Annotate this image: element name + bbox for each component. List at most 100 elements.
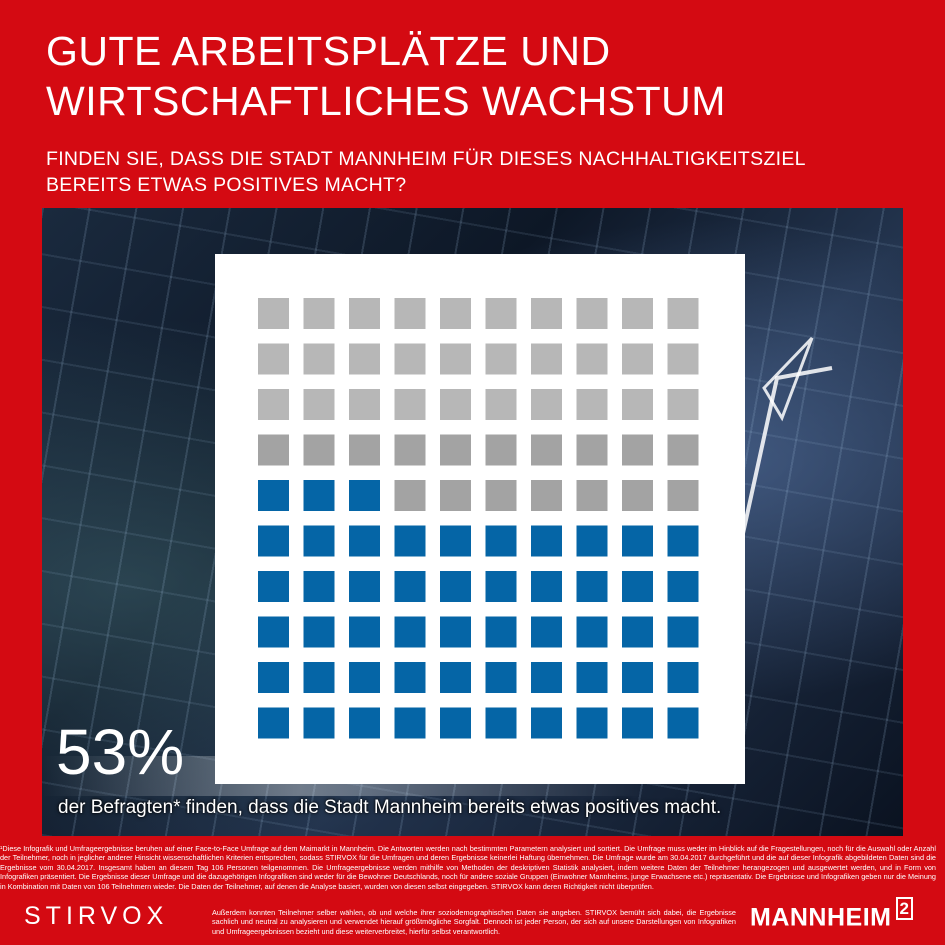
waffle-cell-highlighted — [531, 662, 562, 693]
waffle-chart-svg — [258, 298, 699, 739]
waffle-cell-highlighted — [440, 571, 471, 602]
waffle-cell — [394, 343, 426, 375]
waffle-cell — [531, 389, 562, 420]
waffle-cell — [440, 343, 471, 375]
waffle-cell — [303, 389, 335, 420]
waffle-cell-highlighted — [667, 616, 699, 648]
waffle-cell — [258, 389, 289, 420]
waffle-cell — [394, 389, 426, 420]
waffle-cell-highlighted — [622, 616, 653, 648]
waffle-cell-highlighted — [576, 525, 608, 557]
waffle-cell — [394, 298, 426, 329]
waffle-cell — [394, 434, 426, 466]
waffle-cell-highlighted — [258, 480, 289, 511]
waffle-cell-highlighted — [576, 662, 608, 693]
waffle-cell-highlighted — [440, 707, 471, 739]
trend-arrow-graphic — [740, 336, 833, 539]
waffle-cell — [349, 389, 380, 420]
waffle-cell-highlighted — [485, 571, 517, 602]
waffle-cell — [258, 343, 289, 375]
waffle-cell — [667, 434, 699, 466]
waffle-cell-highlighted — [349, 707, 380, 739]
waffle-cell-highlighted — [349, 480, 380, 511]
waffle-cell — [485, 298, 517, 329]
waffle-cell-highlighted — [440, 525, 471, 557]
waffle-cell-highlighted — [258, 662, 289, 693]
waffle-cell-highlighted — [576, 616, 608, 648]
waffle-cell — [258, 434, 289, 466]
waffle-cell — [349, 298, 380, 329]
waffle-cell-highlighted — [394, 525, 426, 557]
waffle-cell-highlighted — [303, 480, 335, 511]
waffle-cell-highlighted — [394, 616, 426, 648]
waffle-cell — [349, 434, 380, 466]
waffle-cell — [303, 343, 335, 375]
waffle-cell — [531, 480, 562, 511]
disclaimer-text-extra: Außerdem konnten Teilnehmer selber wähle… — [212, 908, 736, 936]
waffle-cell-highlighted — [576, 707, 608, 739]
waffle-cell-highlighted — [303, 616, 335, 648]
waffle-cell-highlighted — [349, 616, 380, 648]
mannheim-logo-text: MANNHEIM — [750, 903, 892, 932]
waffle-cell — [349, 343, 380, 375]
waffle-cell — [531, 298, 562, 329]
waffle-cell — [485, 389, 517, 420]
survey-question: FINDEN SIE, DASS DIE STADT MANNHEIM FÜR … — [46, 146, 906, 198]
result-percent: 53% — [56, 716, 185, 788]
waffle-cell — [440, 434, 471, 466]
waffle-cell-highlighted — [440, 662, 471, 693]
waffle-cell — [258, 298, 289, 329]
waffle-cell-highlighted — [667, 707, 699, 739]
waffle-cell-highlighted — [303, 525, 335, 557]
waffle-cell-highlighted — [440, 616, 471, 648]
waffle-cell-highlighted — [485, 616, 517, 648]
waffle-cell — [485, 434, 517, 466]
waffle-cell-highlighted — [349, 571, 380, 602]
waffle-cell — [303, 434, 335, 466]
waffle-cell-highlighted — [667, 525, 699, 557]
waffle-cell-highlighted — [349, 525, 380, 557]
result-caption: der Befragten* finden, dass die Stadt Ma… — [58, 797, 722, 818]
waffle-cell — [303, 298, 335, 329]
waffle-cell-highlighted — [531, 707, 562, 739]
waffle-cell — [485, 480, 517, 511]
waffle-cell-highlighted — [531, 525, 562, 557]
waffle-cell — [485, 343, 517, 375]
waffle-cell-highlighted — [258, 707, 289, 739]
waffle-cell — [576, 389, 608, 420]
waffle-cell-highlighted — [303, 707, 335, 739]
waffle-cell-highlighted — [622, 571, 653, 602]
waffle-cell-highlighted — [531, 616, 562, 648]
waffle-cell-highlighted — [258, 616, 289, 648]
waffle-cell — [622, 434, 653, 466]
title-line-2: WIRTSCHAFTLICHES WACHSTUM — [46, 78, 726, 124]
mannheim-logo: MANNHEIM 2 — [750, 897, 914, 932]
waffle-cell — [440, 298, 471, 329]
waffle-cell-highlighted — [394, 571, 426, 602]
mannheim-logo-mark: 2 — [895, 897, 914, 920]
page-title: GUTE ARBEITSPLÄTZE UND WIRTSCHAFTLICHES … — [46, 26, 906, 126]
waffle-cell — [622, 298, 653, 329]
waffle-cell — [667, 298, 699, 329]
waffle-cell — [667, 343, 699, 375]
waffle-cell — [531, 434, 562, 466]
waffle-cell — [622, 389, 653, 420]
question-line-2: BEREITS ETWAS POSITIVES MACHT? — [46, 174, 407, 196]
waffle-cell-highlighted — [485, 525, 517, 557]
waffle-cell — [531, 343, 562, 375]
waffle-cell-highlighted — [258, 525, 289, 557]
waffle-cell-highlighted — [667, 662, 699, 693]
stirvox-logo: STIRVOX — [24, 902, 169, 930]
waffle-cell — [440, 480, 471, 511]
waffle-cell — [394, 480, 426, 511]
waffle-cell-highlighted — [303, 571, 335, 602]
waffle-cell-highlighted — [622, 662, 653, 693]
disclaimer-text: ¹Diese Infografik und Umfrageergebnisse … — [0, 844, 936, 891]
waffle-cell — [576, 480, 608, 511]
waffle-cell — [576, 434, 608, 466]
waffle-cell — [622, 480, 653, 511]
waffle-cell — [622, 343, 653, 375]
waffle-cell-highlighted — [485, 707, 517, 739]
waffle-cell-highlighted — [485, 662, 517, 693]
waffle-cell-highlighted — [394, 707, 426, 739]
